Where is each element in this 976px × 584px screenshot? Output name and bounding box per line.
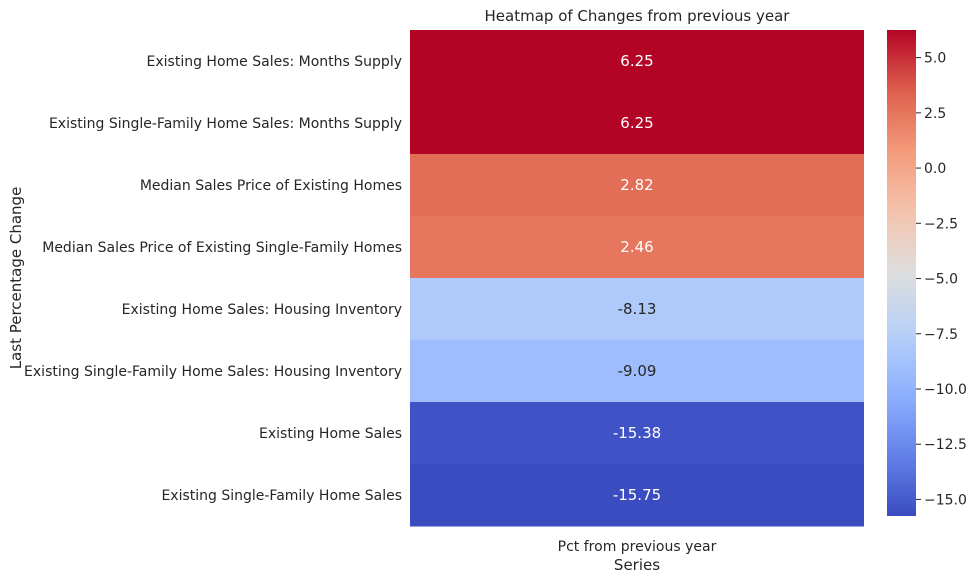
heatmap-cell [410,30,864,93]
row-label: Existing Single-Family Home Sales: Housi… [24,364,402,380]
cell-value-label: -15.75 [613,486,661,504]
row-label: Existing Single-Family Home Sales: Month… [49,116,402,132]
row-label: Existing Home Sales: Months Supply [147,54,402,70]
column-label: Pct from previous year [558,539,717,555]
heatmap-cell [410,92,864,155]
cell-value-label: -9.09 [618,362,657,380]
cell-value-label: 2.82 [620,176,653,194]
colorbar-tick-label: −5.0 [924,272,958,288]
cell-value-label: 6.25 [620,52,653,70]
cell-value-label: 2.46 [620,238,653,256]
row-label: Median Sales Price of Existing Single-Fa… [42,240,402,256]
x-axis-label: Series [614,556,660,574]
colorbar-tick-label: 5.0 [924,51,946,67]
colorbar-tick-label: −10.0 [924,382,967,398]
heatmap-cell [410,216,864,279]
colorbar [887,30,916,516]
row-label: Median Sales Price of Existing Homes [140,178,402,194]
row-label: Existing Home Sales [259,426,402,442]
colorbar-tick-label: 0.0 [924,161,946,177]
cell-value-label: -15.38 [613,424,661,442]
colorbar-tick-label: −15.0 [924,492,967,508]
colorbar-tick-label: −7.5 [924,327,958,343]
cell-value-label: -8.13 [618,300,657,318]
chart-title: Heatmap of Changes from previous year [485,7,791,25]
heatmap-cell [410,278,864,341]
y-axis-label: Last Percentage Change [7,187,25,370]
column-labels: Pct from previous year [558,539,717,555]
colorbar-ticks: 5.0 2.5 0.0 −2.5 −5.0 −7.5 −10.0 −12.5 −15.0 [916,51,967,508]
cell-value-label: 6.25 [620,114,653,132]
colorbar-tick-label: −12.5 [924,437,967,453]
colorbar-tick-label: −2.5 [924,216,958,232]
heatmap-cell [410,402,864,465]
heatmap-cell [410,154,864,217]
heatmap-cells: 6.25 6.25 2.82 2.46 -8.13 -9.09 -15.38 -15.75 [410,30,864,527]
row-labels: Existing Home Sales: Months Supply Existi… [24,54,402,504]
heatmap-cell [410,464,864,527]
row-label: Existing Single-Family Home Sales [161,488,402,504]
row-label: Existing Home Sales: Housing Inventory [122,302,402,318]
heatmap-cell [410,340,864,403]
colorbar-tick-label: 2.5 [924,106,946,122]
